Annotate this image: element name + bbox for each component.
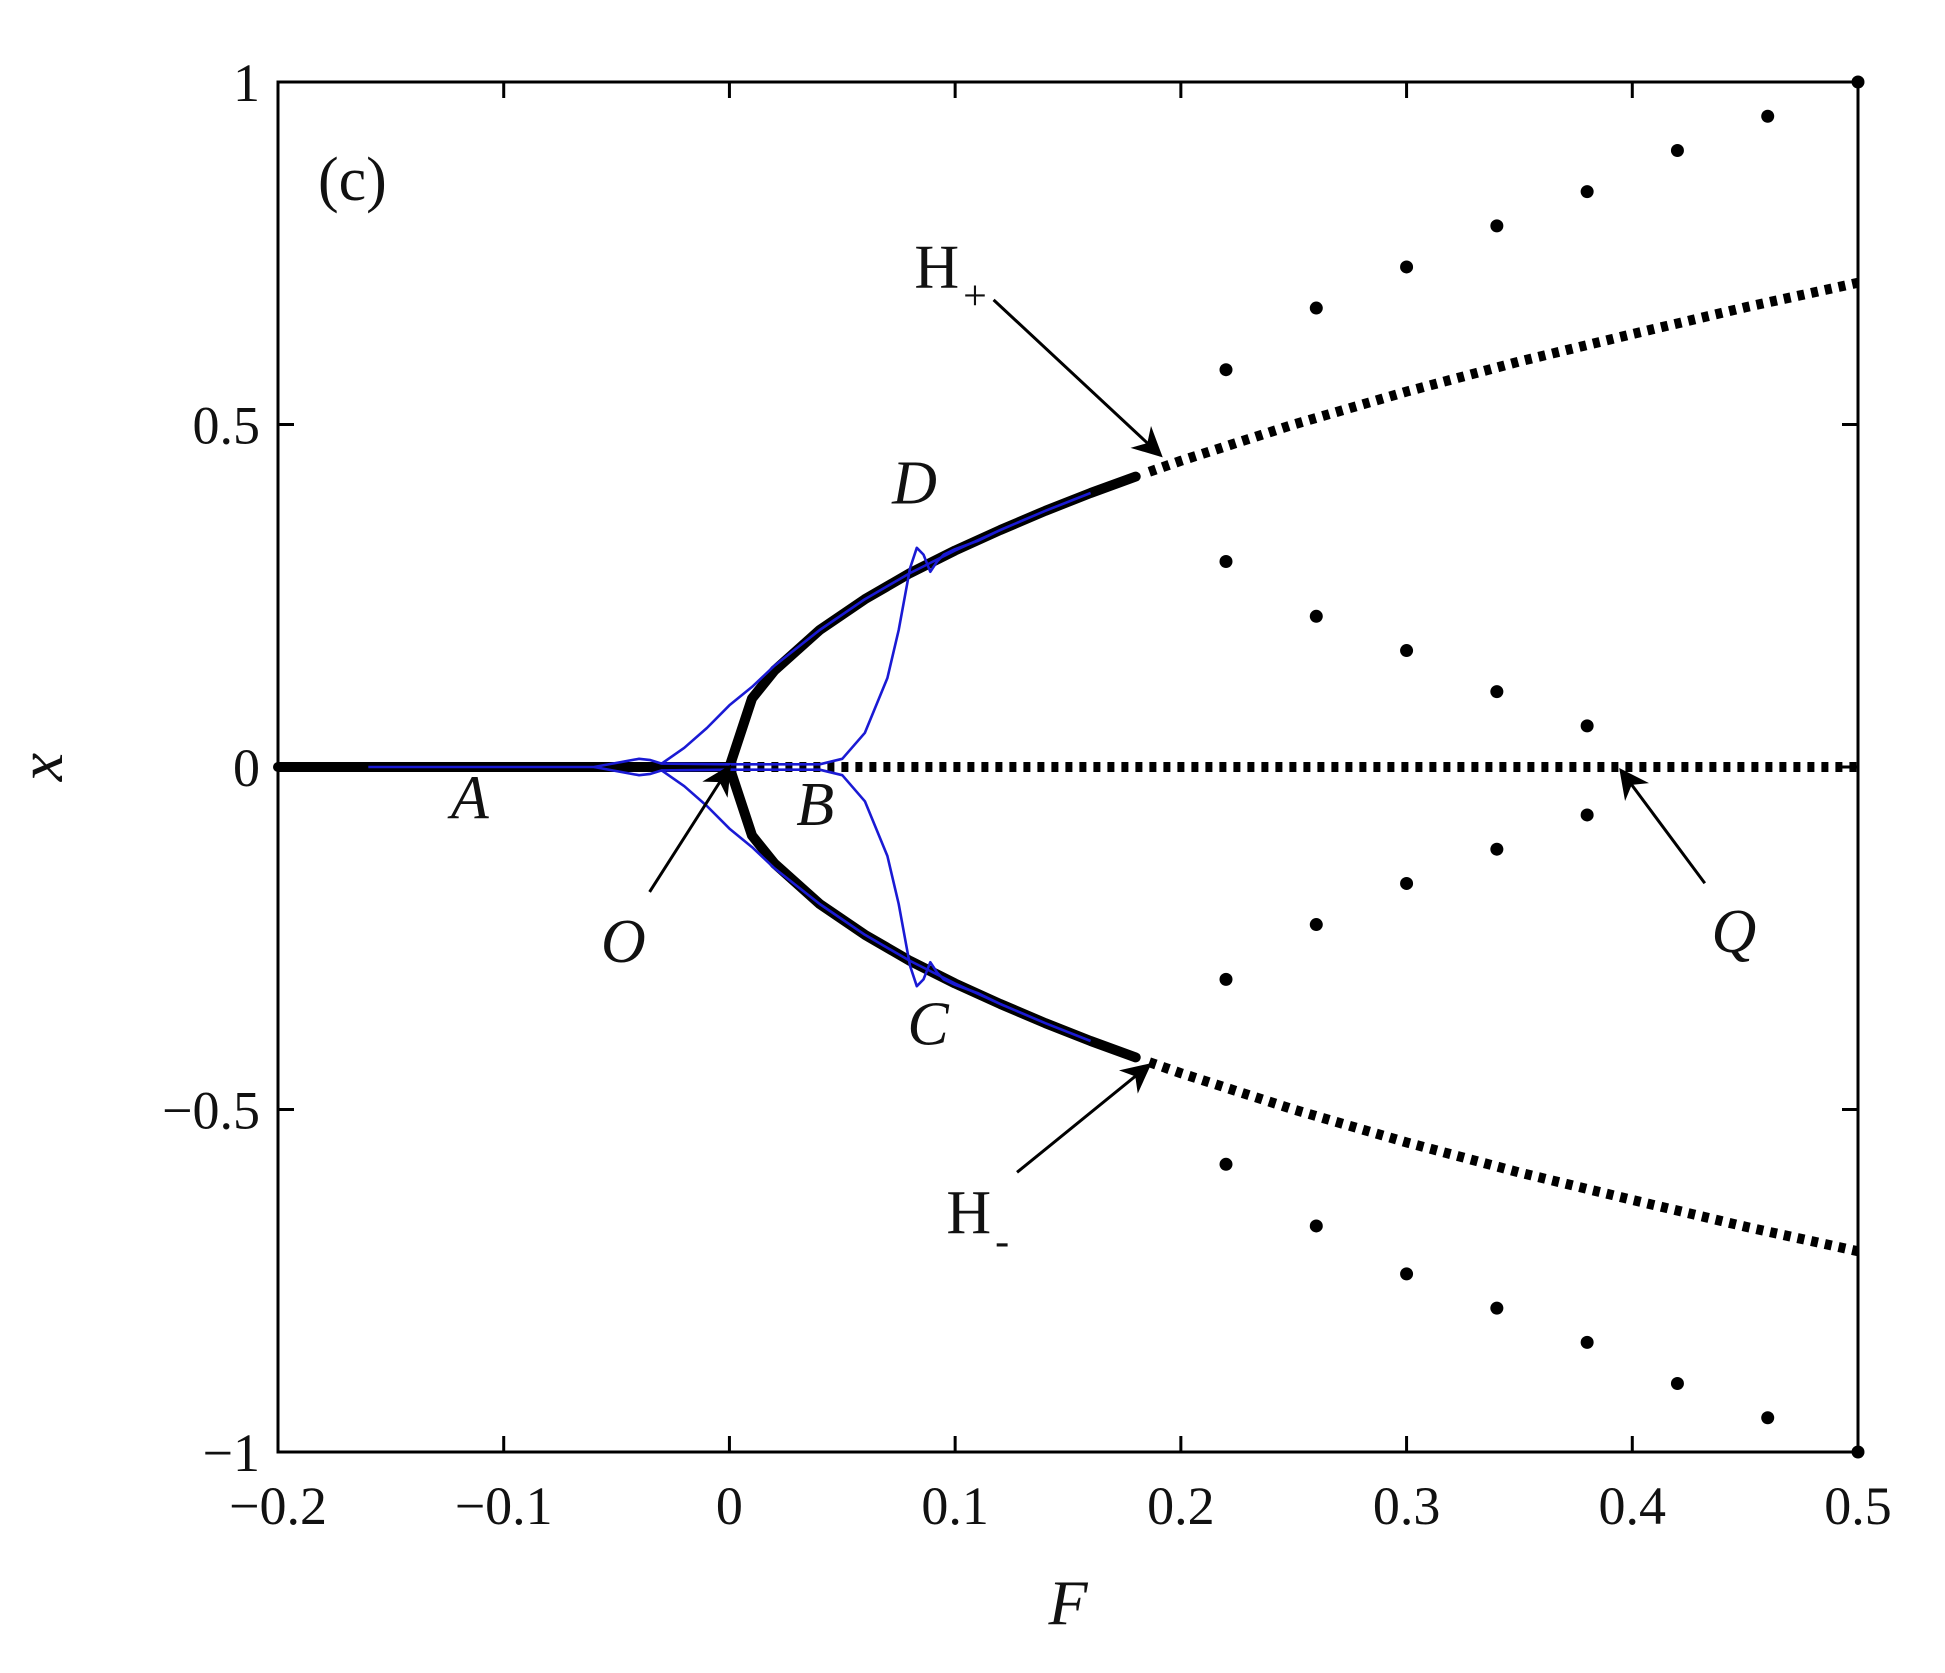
x-tick-label: −0.1 [455, 1476, 553, 1536]
y-tick-label: −1 [203, 1423, 260, 1483]
y-axis-label: x [5, 753, 76, 782]
periodic-orbit-point [1219, 363, 1233, 377]
trajectory-line [661, 528, 1001, 766]
trajectory-line [593, 765, 1092, 1043]
periodic-orbit-point [1580, 808, 1594, 822]
periodic-orbit-point [1400, 260, 1414, 274]
periodic-orbit-point [1490, 219, 1504, 233]
x-tick-label: 0.5 [1824, 1476, 1892, 1536]
periodic-orbit-point [1400, 644, 1414, 658]
periodic-orbit-point [1580, 185, 1594, 199]
x-axis-label: F [1047, 1567, 1088, 1638]
periodic-orbit-point [1490, 842, 1504, 856]
annotation-label: H- [946, 1179, 1009, 1265]
periodic-orbit-point [1309, 609, 1323, 623]
periodic-orbit-point [1761, 1411, 1775, 1425]
periodic-orbit-point [1580, 719, 1594, 733]
y-tick-label: 0.5 [193, 396, 261, 456]
periodic-orbit-point [1309, 1219, 1323, 1233]
annotation-arrow [1619, 768, 1707, 885]
x-tick-label: −0.2 [229, 1476, 327, 1536]
annotations: A B C D O Q H+ H- [447, 234, 1756, 1265]
annotation-label: Q [1711, 898, 1756, 966]
annotation-label: C [907, 990, 949, 1058]
periodic-orbit-point [1670, 1377, 1684, 1390]
x-tick-label: 0.4 [1599, 1476, 1667, 1536]
annotation-label: B [796, 771, 834, 839]
x-tick-label: 0 [716, 1476, 743, 1536]
axis-ticks: −0.2 −0.1 0 0.1 0.2 0.3 0.4 0.5 −1 −0.5 0 0.5 1 [162, 53, 1892, 1536]
periodic-orbit-point [1309, 301, 1323, 315]
unstable-branch [1147, 1057, 1860, 1257]
periodic-orbit-point [1490, 685, 1504, 699]
annotation-label: D [891, 449, 937, 517]
periodic-orbit-point [1219, 555, 1233, 568]
y-tick-label: 0 [233, 738, 260, 798]
unstable-branch [1147, 277, 1860, 477]
x-tick-label: 0.1 [921, 1476, 989, 1536]
periodic-orbit-point [1490, 1301, 1504, 1315]
annotation-subscript: + [963, 274, 987, 320]
periodic-orbit-point [1219, 972, 1233, 986]
panel-label: (c) [318, 146, 387, 214]
annotation-subscript: - [995, 1219, 1009, 1265]
annotation-label: O [601, 908, 646, 976]
plot-area [273, 75, 1865, 1459]
periodic-orbit-point [1219, 1157, 1233, 1171]
periodic-orbit-point [1309, 918, 1323, 932]
trajectory-line [661, 768, 1001, 1006]
annotation-arrow [992, 298, 1163, 458]
annotation-label: H+ [914, 234, 986, 320]
y-tick-label: 1 [233, 53, 260, 113]
periodic-orbit-point [1400, 1267, 1414, 1281]
periodic-orbit-point [1400, 876, 1414, 890]
periodic-orbit-point [1670, 144, 1684, 157]
annotation-arrow [1016, 1063, 1152, 1174]
x-tick-label: 0.2 [1147, 1476, 1215, 1536]
annotation-label: A [447, 764, 490, 832]
annotation-arrow [648, 764, 732, 893]
periodic-orbit-point [1761, 109, 1775, 123]
stable-branch [724, 471, 1141, 772]
x-tick-label: 0.3 [1373, 1476, 1441, 1536]
y-tick-label: −0.5 [162, 1081, 260, 1141]
periodic-orbit-point [1580, 1335, 1594, 1349]
